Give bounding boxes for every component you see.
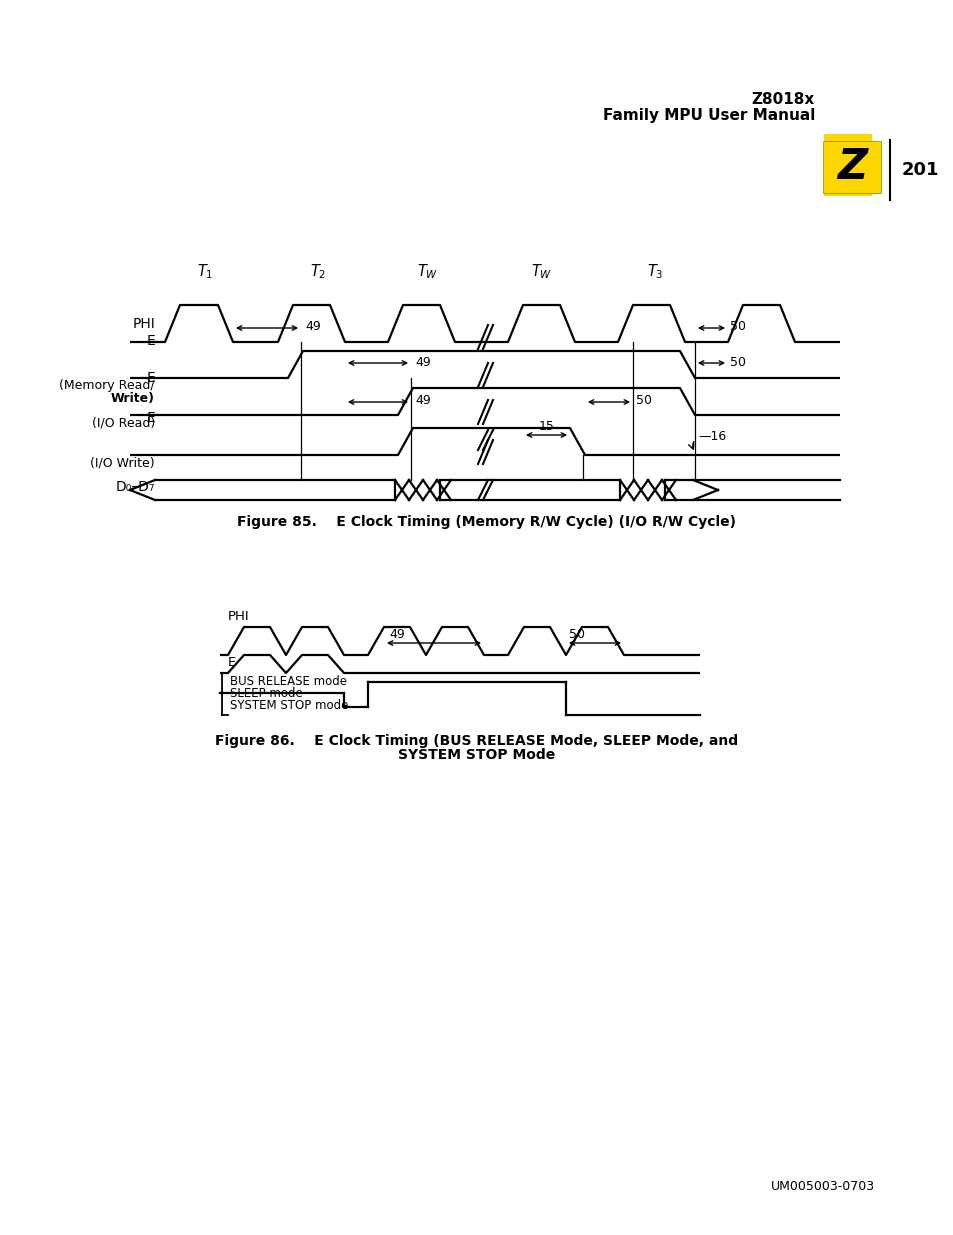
Text: 49: 49 — [415, 394, 431, 408]
Text: 50: 50 — [729, 356, 745, 368]
Text: D₀–D₇: D₀–D₇ — [115, 480, 154, 494]
Text: Figure 85.    E Clock Timing (Memory R/W Cycle) (I/O R/W Cycle): Figure 85. E Clock Timing (Memory R/W Cy… — [237, 515, 736, 529]
Text: E: E — [146, 333, 154, 348]
Text: 201: 201 — [901, 161, 938, 179]
Text: BUS RELEASE mode: BUS RELEASE mode — [230, 676, 347, 688]
Text: (Memory Read/: (Memory Read/ — [59, 379, 154, 391]
Text: $T_2$: $T_2$ — [310, 263, 326, 282]
Text: $T_3$: $T_3$ — [646, 263, 662, 282]
Text: 50: 50 — [568, 629, 584, 641]
Text: Write): Write) — [111, 391, 154, 405]
Text: PHI: PHI — [132, 316, 154, 331]
Text: Z8018x: Z8018x — [751, 91, 814, 107]
Text: E: E — [228, 656, 236, 669]
FancyBboxPatch shape — [822, 141, 880, 193]
Text: SLEEP mode: SLEEP mode — [230, 687, 302, 700]
Text: PHI: PHI — [228, 610, 250, 622]
Text: $T_W$: $T_W$ — [531, 263, 552, 282]
Text: 49: 49 — [389, 629, 404, 641]
Text: UM005003-0703: UM005003-0703 — [770, 1179, 874, 1193]
Text: Family MPU User Manual: Family MPU User Manual — [602, 107, 814, 124]
Text: E: E — [146, 370, 154, 385]
Text: SYSTEM STOP Mode: SYSTEM STOP Mode — [398, 748, 555, 762]
Text: —16: —16 — [698, 431, 725, 443]
Text: 50: 50 — [636, 394, 651, 408]
Text: (I/O Read): (I/O Read) — [91, 416, 154, 429]
Text: 15: 15 — [538, 420, 554, 433]
Text: 49: 49 — [415, 356, 431, 368]
Text: 50: 50 — [729, 321, 745, 333]
Text: SYSTEM STOP mode: SYSTEM STOP mode — [230, 699, 348, 713]
Text: $T_1$: $T_1$ — [196, 263, 213, 282]
Text: $T_W$: $T_W$ — [416, 263, 438, 282]
Text: Figure 86.    E Clock Timing (BUS RELEASE Mode, SLEEP Mode, and: Figure 86. E Clock Timing (BUS RELEASE M… — [215, 734, 738, 748]
Text: E: E — [146, 411, 154, 425]
Text: Z: Z — [828, 140, 866, 191]
Text: 49: 49 — [305, 321, 320, 333]
Text: Z: Z — [836, 146, 866, 188]
Text: (I/O Write): (I/O Write) — [91, 456, 154, 469]
